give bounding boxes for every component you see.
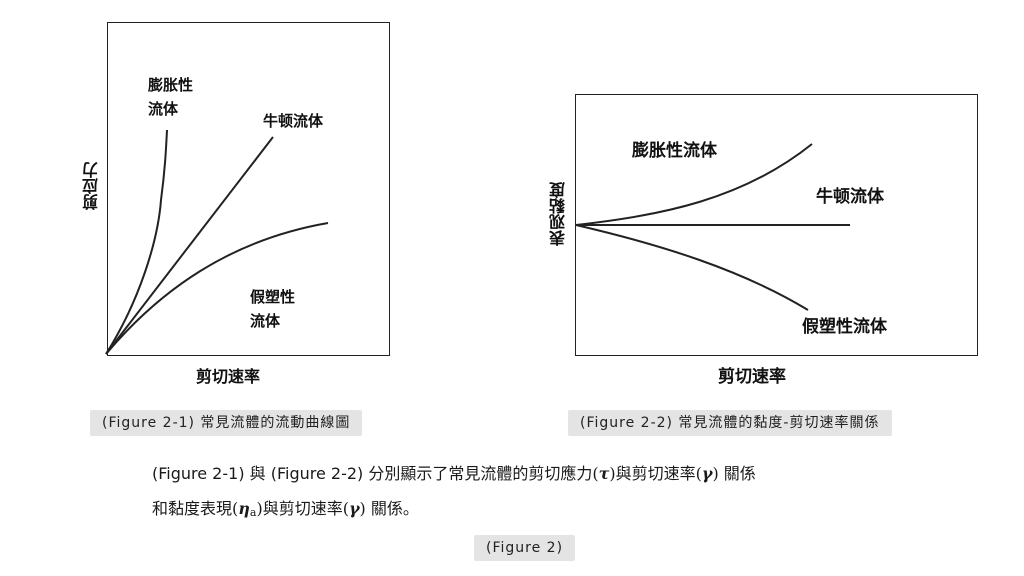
apparent-viscosity-axis-label: 表观黏度 [549, 182, 568, 246]
dilatant-label-line2: 流体 [148, 100, 179, 118]
flow-curves-svg [105, 129, 329, 355]
gamma-symbol: γ [701, 464, 713, 483]
newtonian-label: 牛顿流体 [263, 112, 324, 130]
pseudoplastic-fluid-label: 假塑性流体 [802, 317, 887, 337]
description-line-1-mid: 與剪切速率 [615, 464, 696, 483]
eta-close-paren: ) [256, 499, 263, 518]
tau-symbol: τ [598, 464, 610, 483]
pseudoplastic-viscosity-curve [575, 224, 809, 311]
description-line-2: 和黏度表現(ηa)與剪切速率(γ) 關係。 [152, 497, 419, 525]
gamma2-close-paren: ) [359, 499, 366, 518]
dilatant-viscosity-curve [575, 143, 813, 226]
eta-open-paren: ( [232, 499, 239, 518]
flow-curve-plot-frame [107, 22, 390, 356]
shear-rate-axis-label: 剪切速率 [196, 367, 261, 386]
description-line-2-mid: 與剪切速率 [262, 499, 343, 518]
figure-viscosity-curves: 表观黏度 膨胀性流体 牛顿流体 假塑性流体 剪切速率 (Figure 2-2) … [512, 0, 1024, 436]
gamma-close-paren: ) [712, 464, 719, 483]
figure-2-1-caption: (Figure 2-1) 常見流體的流動曲線圖 [90, 410, 363, 436]
description-line-2-start: 和黏度表現 [152, 499, 233, 518]
newtonian-fluid-label: 牛顿流体 [816, 187, 884, 207]
shear-stress-axis-label: 剪应力 [82, 162, 101, 210]
pseudoplastic-label-line1: 假塑性 [250, 288, 296, 306]
dilatant-label-line1: 膨胀性 [148, 76, 194, 94]
pseudoplastic-label-line2: 流体 [250, 312, 281, 330]
figure-2-2-caption: (Figure 2-2) 常見流體的黏度-剪切速率關係 [568, 410, 892, 436]
gamma2-open-paren: ( [342, 499, 349, 518]
gamma-symbol-2: γ [348, 499, 360, 518]
viscosity-curves-svg [575, 143, 850, 311]
gamma-open-paren: ( [695, 464, 702, 483]
eta-subscript: a [249, 506, 257, 519]
description-line-2-end: 關係。 [365, 499, 419, 518]
description-line-1: (Figure 2-1) 與 (Figure 2-2) 分別顯示了常見流體的剪切… [152, 462, 756, 486]
shear-rate-axis-label-2: 剪切速率 [718, 367, 786, 387]
tau-close-paren: ) [609, 464, 616, 483]
tau-open-paren: ( [592, 464, 599, 483]
figure-flow-curves: 剪应力 膨胀性 流体 牛顿流体 假塑性 流体 剪切速率 (Figure 2-1)… [0, 0, 512, 436]
dilatant-fluid-label: 膨胀性流体 [632, 141, 717, 161]
description-line-1-end: 關係 [718, 464, 756, 483]
dilatant-flow-curve [105, 129, 168, 355]
figure-2-caption: (Figure 2) [474, 535, 576, 561]
pseudoplastic-flow-curve [105, 222, 329, 355]
newtonian-flow-curve [105, 136, 274, 355]
eta-symbol: η [238, 499, 250, 518]
description-line-1-text: (Figure 2-1) 與 (Figure 2-2) 分別顯示了常見流體的剪切… [152, 464, 593, 483]
